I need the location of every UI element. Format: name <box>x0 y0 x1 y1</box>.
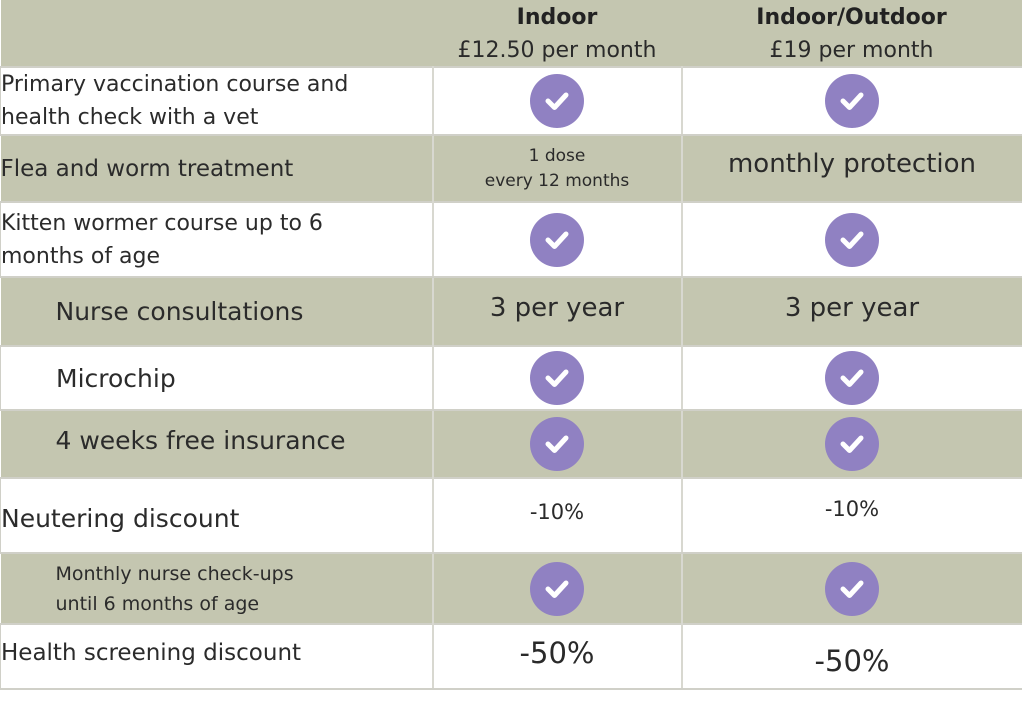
indoor-value: -50% <box>432 623 683 690</box>
feature-label: Primary vaccination course and health ch… <box>0 66 434 136</box>
feature-label: Kitten wormer course up to 6 months of a… <box>0 201 434 278</box>
outdoor-value <box>681 345 1022 411</box>
table-row: Flea and worm treatment 1 dose every 12 … <box>0 135 1022 202</box>
table-row: Health screening discount -50% -50% <box>0 623 1022 690</box>
check-icon <box>530 417 584 471</box>
plan-name: Indoor <box>516 5 598 30</box>
outdoor-value: monthly protection <box>681 135 1022 202</box>
table-row: Monthly nurse check-ups until 6 months o… <box>0 553 1022 624</box>
check-icon <box>530 74 584 128</box>
outdoor-value <box>681 66 1022 136</box>
feature-label: Flea and worm treatment <box>0 135 434 202</box>
feature-label: Neutering discount <box>0 477 434 554</box>
plan-price: £12.50 per month <box>457 38 657 63</box>
check-icon <box>530 561 584 616</box>
plan-name: Indoor/Outdoor <box>756 5 947 30</box>
check-icon <box>825 417 879 471</box>
indoor-value <box>432 553 683 624</box>
indoor-value <box>432 66 683 136</box>
table-row: 4 weeks free insurance <box>0 410 1022 478</box>
header-blank <box>0 0 433 67</box>
feature-label: Health screening discount <box>0 623 434 690</box>
indoor-value <box>432 410 683 478</box>
table-row: Nurse consultations 3 per year 3 per yea… <box>0 277 1022 346</box>
outdoor-value: -50% <box>681 623 1022 690</box>
feature-label: Nurse consultations <box>0 277 434 346</box>
feature-label: Microchip <box>0 345 434 411</box>
indoor-value: 1 dose every 12 months <box>432 135 683 202</box>
outdoor-value: -10% <box>681 477 1022 554</box>
feature-label: 4 weeks free insurance <box>0 410 434 478</box>
table-row: Primary vaccination course and health ch… <box>0 66 1022 136</box>
check-icon <box>825 212 879 267</box>
outdoor-value <box>681 410 1022 478</box>
indoor-value: 3 per year <box>432 277 683 346</box>
indoor-value <box>432 345 683 411</box>
plan-outdoor-header: Indoor/Outdoor £19 per month <box>681 0 1022 67</box>
plan-price: £19 per month <box>769 38 934 63</box>
plan-indoor-header: Indoor £12.50 per month <box>432 0 682 67</box>
check-icon <box>825 351 879 405</box>
check-icon <box>825 74 879 128</box>
table-row: Neutering discount -10% -10% <box>0 477 1022 554</box>
indoor-value <box>432 201 683 278</box>
plan-comparison-table: Indoor £12.50 per month Indoor/Outdoor £… <box>0 0 1022 690</box>
outdoor-value <box>681 553 1022 624</box>
check-icon <box>825 561 879 616</box>
dose-text: 1 dose <box>528 145 586 166</box>
check-icon <box>530 351 584 405</box>
table-row: Microchip <box>0 345 1022 411</box>
table-row: Kitten wormer course up to 6 months of a… <box>0 201 1022 278</box>
check-icon <box>530 212 584 267</box>
outdoor-value <box>681 201 1022 278</box>
table-header: Indoor £12.50 per month Indoor/Outdoor £… <box>0 0 1022 67</box>
feature-label: Monthly nurse check-ups until 6 months o… <box>0 553 434 624</box>
indoor-value: -10% <box>432 477 683 554</box>
dose-text: every 12 months <box>484 170 630 191</box>
outdoor-value: 3 per year <box>681 277 1022 346</box>
